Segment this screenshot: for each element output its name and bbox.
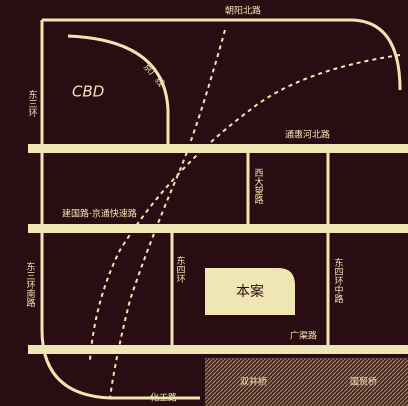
road-cbd <box>67 34 170 148</box>
road-h2 <box>28 224 408 233</box>
label: 东三环 <box>27 89 38 118</box>
label: 化工路 <box>150 392 177 404</box>
label: 国贸桥 <box>350 376 377 388</box>
rail-2 <box>89 54 401 361</box>
road-left <box>40 20 200 400</box>
road-top <box>42 18 402 91</box>
label: 建国路·京通快速路 <box>62 208 137 220</box>
label: CBD <box>72 83 104 101</box>
label: 西大望路 <box>253 168 264 205</box>
label: 广渠路 <box>290 330 317 342</box>
rail-1 <box>109 29 226 399</box>
label: 东四环中路 <box>333 257 344 304</box>
label: 通惠河北路 <box>285 129 330 141</box>
project-box <box>205 268 295 315</box>
label: 双井桥 <box>240 376 267 388</box>
label: 东三环南路 <box>25 261 36 308</box>
label: 东四环 <box>175 255 186 284</box>
road-h3 <box>28 345 408 354</box>
label: 本案 <box>236 283 264 300</box>
hatched-area <box>205 358 408 406</box>
label: 朝阳北路 <box>225 5 261 17</box>
road-h1 <box>28 144 408 153</box>
